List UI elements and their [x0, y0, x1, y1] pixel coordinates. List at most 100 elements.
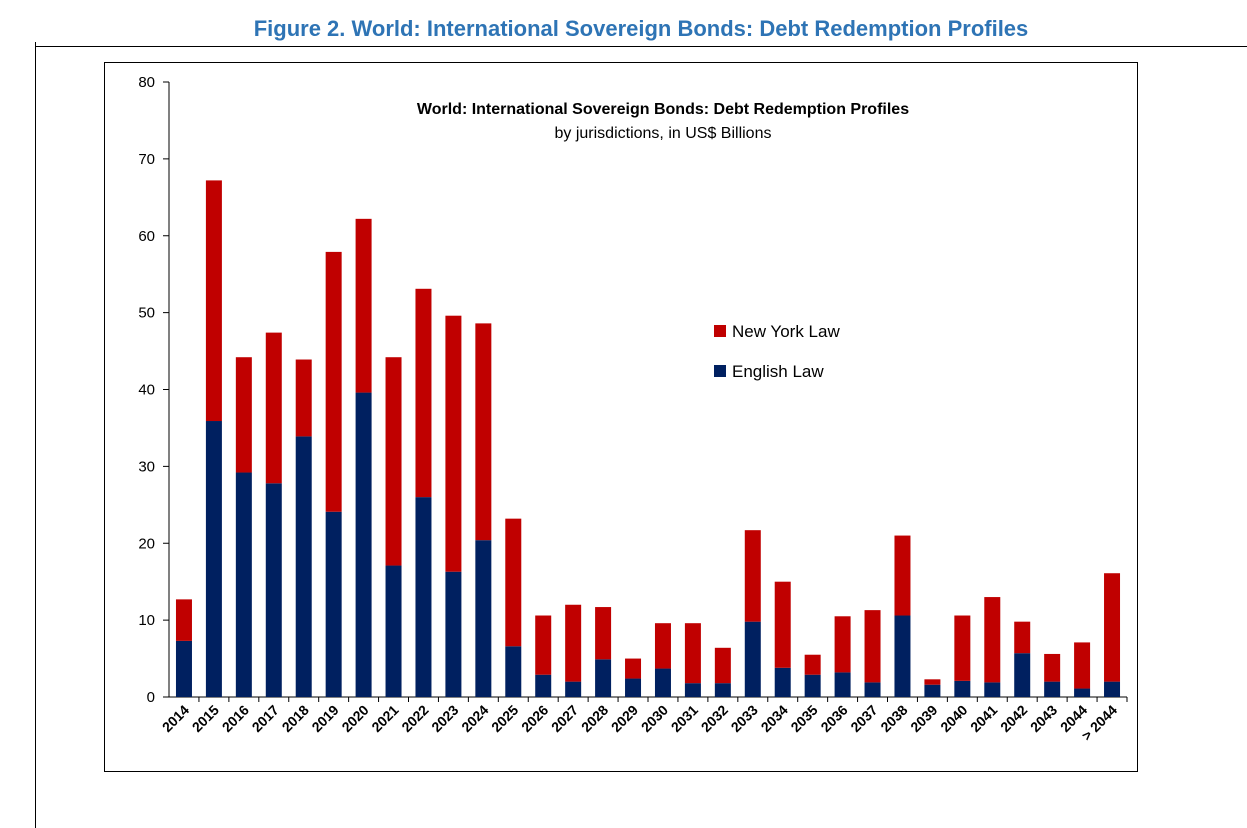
bar-new-york-law [535, 615, 552, 675]
x-tick-label: 2039 [907, 702, 940, 735]
bar-english-law [924, 684, 941, 697]
bar-english-law [1104, 681, 1121, 697]
bar-new-york-law [1044, 653, 1061, 682]
x-tick-label: 2040 [937, 702, 970, 735]
bar-english-law [684, 683, 701, 697]
bar-new-york-law [475, 323, 492, 541]
x-tick-label: 2018 [278, 702, 311, 735]
bar-new-york-law [265, 332, 282, 484]
bar-english-law [325, 511, 342, 697]
bar-english-law [984, 682, 1001, 697]
bar-new-york-law [1014, 621, 1031, 654]
x-tick-label: 2037 [847, 702, 880, 735]
bar-new-york-law [415, 288, 432, 498]
bar-new-york-law [864, 610, 881, 683]
bar-english-law [415, 497, 432, 697]
x-tick-label: 2021 [368, 702, 401, 735]
bar-english-law [385, 565, 402, 697]
bar-english-law [505, 646, 522, 697]
x-tick-label: 2026 [518, 702, 551, 735]
bar-new-york-law [295, 359, 312, 437]
x-tick-label: 2022 [398, 702, 431, 735]
bar-english-law [445, 571, 462, 697]
y-tick-label: 0 [147, 689, 155, 706]
x-tick-label: 2019 [308, 702, 341, 735]
x-tick-label: 2032 [698, 702, 731, 735]
bar-english-law [954, 680, 971, 697]
x-tick-label: 2025 [488, 702, 521, 735]
x-tick-label: 2036 [817, 702, 850, 735]
bar-english-law [804, 674, 821, 697]
x-tick-label: 2043 [1027, 702, 1060, 735]
bar-english-law [355, 392, 372, 697]
bar-new-york-law [924, 679, 941, 685]
bar-english-law [595, 659, 612, 697]
top-divider [35, 46, 1247, 47]
legend-swatch-english [714, 365, 726, 377]
bar-new-york-law [175, 599, 192, 641]
bar-english-law [565, 681, 582, 697]
y-tick-label: 50 [138, 305, 155, 322]
bar-english-law [295, 436, 312, 697]
chart-area: 0 10 20 30 40 50 60 70 80 2014 2015 2016 2017 2018 20… [104, 62, 1138, 772]
x-tick-label: 2023 [428, 702, 461, 735]
y-tick-label: 60 [138, 228, 155, 245]
x-tick-label: 2038 [877, 702, 910, 735]
x-tick-label: 2017 [249, 702, 282, 735]
bar-english-law [1074, 688, 1091, 697]
x-tick-label: 2034 [757, 702, 790, 735]
bar-new-york-law [1074, 642, 1091, 689]
x-tick-label: 2042 [997, 702, 1030, 735]
bar-english-law [1014, 653, 1031, 697]
legend-label-english: English Law [732, 362, 824, 381]
bar-english-law [235, 472, 252, 697]
x-tick-label: 2027 [548, 702, 581, 735]
y-tick-label: 30 [138, 458, 155, 475]
legend-label-new-york: New York Law [732, 322, 840, 341]
bar-new-york-law [355, 218, 372, 393]
x-tick-label: 2030 [638, 702, 671, 735]
x-tick-label: 2014 [159, 702, 192, 735]
x-tick-label: 2028 [578, 702, 611, 735]
bar-english-law [714, 683, 731, 697]
bar-new-york-law [595, 607, 612, 660]
x-tick-label: 2024 [458, 702, 491, 735]
legend-swatch-new-york [714, 325, 726, 337]
y-tick-label: 20 [138, 535, 155, 552]
bar-new-york-law [774, 581, 791, 668]
bar-new-york-law [984, 597, 1001, 683]
bar-english-law [625, 678, 642, 697]
chart-title: World: International Sovereign Bonds: De… [417, 101, 909, 118]
bar-new-york-law [654, 623, 671, 669]
bar-new-york-law [385, 357, 402, 566]
bar-english-law [774, 667, 791, 697]
bar-new-york-law [684, 623, 701, 684]
bar-english-law [535, 674, 552, 697]
bar-english-law [205, 421, 222, 697]
bar-new-york-law [445, 315, 462, 572]
x-tick-label: 2020 [338, 702, 371, 735]
x-tick-label: 2033 [728, 702, 761, 735]
x-tick-label: 2016 [219, 702, 252, 735]
left-divider [35, 42, 36, 828]
legend: New York Law English Law [714, 322, 840, 381]
bar-new-york-law [804, 654, 821, 675]
bar-english-law [894, 615, 911, 697]
bar-new-york-law [1104, 573, 1121, 682]
x-tick-label: 2029 [608, 702, 641, 735]
y-tick-label: 70 [138, 151, 155, 168]
bar-english-law [175, 640, 192, 697]
bar-new-york-law [894, 535, 911, 616]
bar-english-law [1044, 681, 1061, 697]
bar-new-york-law [954, 615, 971, 681]
y-tick-label: 80 [138, 74, 155, 91]
bar-english-law [654, 668, 671, 697]
x-tick-label: 2015 [189, 702, 222, 735]
bar-english-law [265, 483, 282, 697]
bar-new-york-law [834, 616, 851, 673]
chart-subtitle: by jurisdictions, in US$ Billions [555, 125, 772, 142]
bar-english-law [834, 672, 851, 697]
bar-new-york-law [565, 604, 582, 682]
